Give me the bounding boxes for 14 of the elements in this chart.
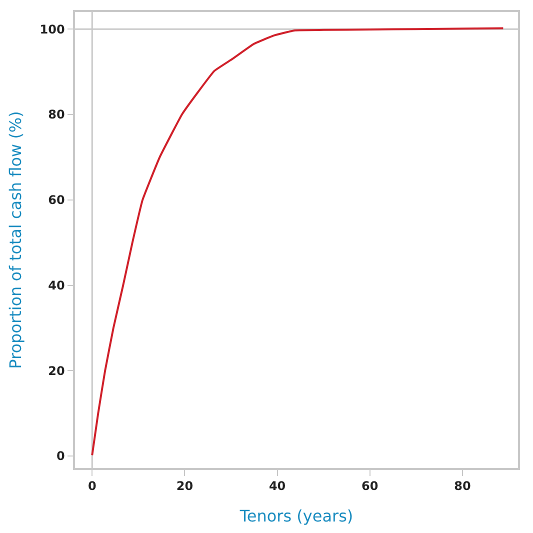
- y-tick-label: 60: [48, 193, 65, 208]
- x-tick-label: 60: [362, 479, 378, 494]
- y-tick-label: 80: [48, 108, 65, 122]
- y-tick-label: 40: [48, 278, 65, 292]
- x-tick-label: 80: [454, 479, 471, 494]
- y-axis-title: Proportion of total cash flow (%): [6, 111, 26, 369]
- x-axis-title: Tenors (years): [238, 506, 354, 526]
- x-tick-label: 0: [88, 479, 96, 494]
- line-series: [91, 27, 504, 456]
- y-tick-label: 0: [56, 449, 65, 464]
- x-tick-label: 20: [176, 479, 194, 494]
- y-tick-label: 100: [40, 22, 65, 36]
- y-tick-label: 20: [48, 364, 65, 378]
- x-tick-label: 40: [268, 479, 286, 494]
